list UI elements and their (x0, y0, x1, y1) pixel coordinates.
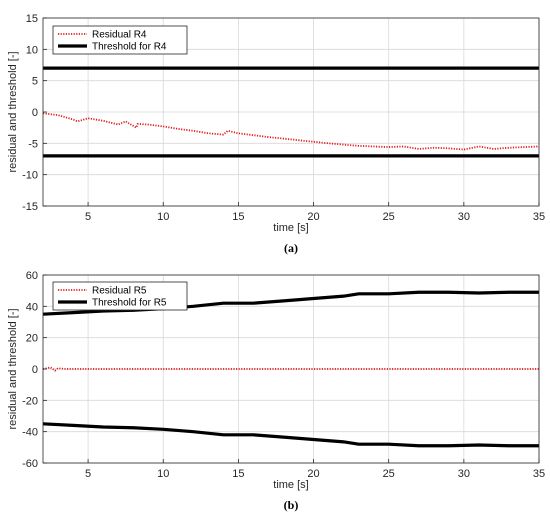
x-tick-label-1: 10 (157, 211, 169, 223)
y-tick-label-3: 0 (32, 107, 38, 119)
x-tick-label-2: 15 (232, 468, 244, 480)
y-tick-label-3: 0 (32, 364, 38, 376)
y-tick-label-2: -20 (22, 395, 38, 407)
y-tick-label-0: -60 (22, 458, 38, 470)
y-tick-label-1: -40 (22, 427, 38, 439)
y-tick-label-6: 15 (26, 13, 38, 25)
legend-box (52, 25, 188, 55)
x-tick-label-4: 25 (383, 211, 395, 223)
y-tick-label-4: 5 (32, 76, 38, 88)
chart-panel-0: 5 10 15 20 25 30 35 -15 -10 -5 0 5 10 15 time [s] resid… (7, 13, 545, 255)
x-tick-label-3: 20 (307, 468, 319, 480)
x-tick-label-5: 30 (458, 468, 470, 480)
legend-entry-1: Threshold for R5 (92, 298, 167, 309)
y-tick-label-5: 10 (26, 44, 38, 56)
y-axis-label: residual and threshold [-] (7, 308, 19, 429)
y-axis-label: residual and threshold [-] (7, 51, 19, 172)
panel-caption: (b) (284, 498, 299, 512)
y-tick-label-2: -5 (28, 138, 38, 150)
x-tick-label-6: 35 (533, 211, 545, 223)
x-tick-label-3: 20 (307, 211, 319, 223)
x-tick-label-0: 5 (85, 468, 91, 480)
legend-entry-0: Residual R4 (92, 30, 147, 41)
x-tick-label-0: 5 (85, 211, 91, 223)
x-axis-label: time [s] (273, 479, 308, 491)
chart-panel-1: 5 10 15 20 25 30 35 -60 -40 -20 0 20 40 60 time [s] res… (7, 270, 545, 512)
legend-entry-0: Residual R5 (92, 286, 147, 297)
panel-caption: (a) (284, 241, 298, 255)
y-tick-label-5: 40 (26, 301, 38, 313)
x-tick-label-5: 30 (458, 211, 470, 223)
legend-box (52, 281, 188, 311)
legend-entry-1: Threshold for R4 (92, 42, 167, 53)
x-tick-label-4: 25 (383, 468, 395, 480)
x-tick-label-1: 10 (157, 468, 169, 480)
y-tick-label-1: -10 (22, 170, 38, 182)
y-tick-label-0: -15 (22, 201, 38, 213)
x-tick-label-6: 35 (533, 468, 545, 480)
x-tick-label-2: 15 (232, 211, 244, 223)
y-tick-label-6: 60 (26, 270, 38, 282)
series-line-1-2 (42, 422, 539, 448)
y-tick-label-4: 20 (26, 333, 38, 345)
x-axis-label: time [s] (273, 222, 308, 234)
